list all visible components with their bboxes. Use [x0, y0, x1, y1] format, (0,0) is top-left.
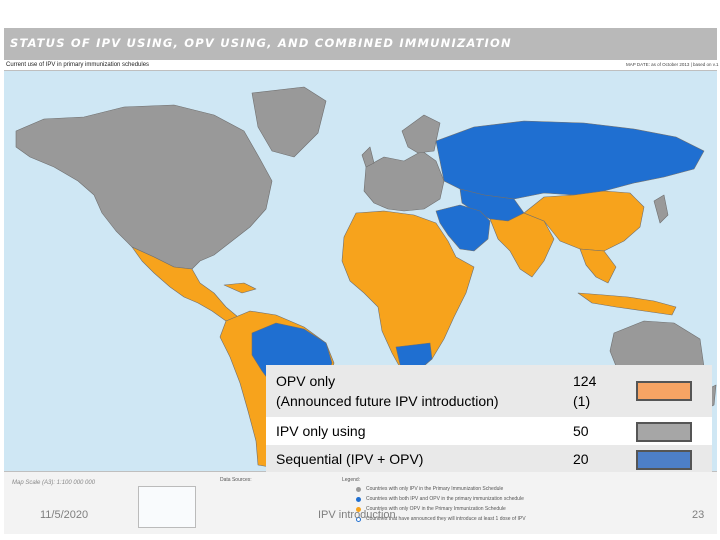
map-date-note: MAP DATE: as of October 2013 | based on … [626, 62, 719, 67]
footer-legend-dot-announced [356, 517, 361, 522]
region-china [523, 190, 645, 252]
legend-count-ipv: 50 [573, 423, 589, 439]
legend-count-opv-line2: (1) [573, 393, 591, 409]
world-map [4, 70, 717, 472]
legend-swatch-ipv [636, 422, 692, 442]
region-middle-east [435, 204, 491, 252]
map-scale: Map Scale (A3): 1:100 000 000 [12, 480, 96, 486]
region-north-america [15, 104, 273, 270]
legend-label-ipv: IPV only using [276, 423, 366, 439]
legend-swatch-opv [636, 381, 692, 401]
region-scandinavia [401, 114, 441, 154]
footer-legend-item-opv: Countries with only OPV in the Primary I… [366, 506, 506, 512]
slide-footer-title: IPV introduction [318, 509, 396, 521]
slide-page-number: 23 [692, 509, 705, 521]
title-band [4, 28, 717, 60]
legend-row-ipv: IPV only using 50 [266, 417, 712, 445]
legend-label-opv: OPV only (Announced future IPV introduct… [276, 371, 499, 411]
footer-legend-heading: Legend: [342, 477, 361, 483]
slide-date: 11/5/2020 [40, 509, 89, 521]
region-europe [363, 150, 445, 212]
legend-row-opv: OPV only (Announced future IPV introduct… [266, 365, 712, 417]
region-greenland [251, 86, 327, 158]
region-southeast-asia [579, 248, 617, 284]
footer-legend-dot-sequential [356, 497, 361, 502]
legend-count-opv: 124 (1) [573, 371, 596, 411]
map-footer [4, 472, 717, 534]
legend-swatch-sequential [636, 450, 692, 470]
region-caribbean [223, 282, 257, 294]
data-source-heading: Data Sources: [220, 477, 252, 483]
region-uk [361, 146, 375, 168]
footer-legend-dot-opv [356, 507, 361, 512]
legend-count-sequential: 20 [573, 451, 589, 467]
legend-label-opv-line2: (Announced future IPV introduction) [276, 393, 499, 409]
legend-count-opv-line1: 124 [573, 373, 597, 389]
legend-label-sequential: Sequential (IPV + OPV) [276, 451, 424, 467]
legend-row-sequential: Sequential (IPV + OPV) 20 [266, 445, 712, 473]
legend-table: OPV only (Announced future IPV introduct… [266, 365, 712, 473]
region-russia [435, 120, 705, 200]
footer-legend-item-announced: Countries that have announced they will … [366, 516, 526, 522]
legend-label-opv-line1: OPV only [276, 373, 336, 389]
world-map-svg [15, 86, 717, 468]
region-japan [653, 194, 669, 224]
region-indonesia [577, 292, 677, 316]
region-south-asia [489, 212, 555, 278]
inset-map-box [138, 486, 196, 528]
map-subtitle: Current use of IPV in primary immunizati… [6, 62, 150, 68]
footer-legend-item-ipv: Countries with only IPV in the Primary I… [366, 486, 504, 492]
map-title: STATUS OF IPV USING, OPV USING, AND COMB… [10, 36, 512, 50]
footer-legend-dot-ipv [356, 487, 361, 492]
footer-legend-item-sequential: Countries with both IPV and OPV in the p… [366, 496, 524, 502]
